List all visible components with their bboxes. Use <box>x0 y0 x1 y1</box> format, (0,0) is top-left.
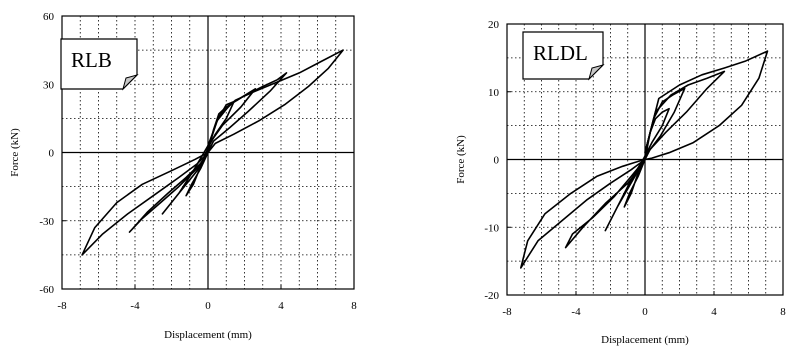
y-tick-label: 0 <box>49 148 55 160</box>
hysteresis-loop-1 <box>623 107 670 208</box>
tag-fold <box>122 74 139 91</box>
x-tick-label: 8 <box>780 306 786 318</box>
y-tick-label: 60 <box>43 11 55 23</box>
tag-label: RLB <box>71 48 112 72</box>
y-axis-label: Force (kN) <box>9 128 21 177</box>
hysteresis-loop-2 <box>161 88 257 215</box>
y-tick-label: -20 <box>484 290 499 302</box>
tag-label: RLDL <box>533 41 588 65</box>
y-tick-label: 20 <box>488 19 500 31</box>
x-tick-label: 4 <box>278 300 284 312</box>
x-tick-label: 0 <box>642 306 648 318</box>
y-tick-label: 10 <box>488 87 500 99</box>
x-tick-label: -8 <box>57 300 67 312</box>
tag-fold <box>588 64 605 81</box>
specimen-tag: RLDL <box>522 31 605 81</box>
x-tick-label: -8 <box>502 306 512 318</box>
y-tick-label: -60 <box>39 284 54 296</box>
y-tick-label: -10 <box>484 222 499 234</box>
chart-panel-rldl: -8 -4 0 4 8 20 10 0 -10 -20 Displacement (mm) Force… <box>455 19 786 346</box>
y-axis-label: Force (kN) <box>455 135 467 184</box>
hysteresis-loop-4 <box>520 50 769 269</box>
x-axis-label: Displacement (mm) <box>164 329 252 341</box>
y-tick-label: -30 <box>39 216 54 228</box>
x-tick-label: -4 <box>571 306 581 318</box>
x-tick-label: -4 <box>130 300 140 312</box>
hysteresis-loop-4 <box>81 49 344 256</box>
x-tick-label: 8 <box>351 300 357 312</box>
y-tick-label: 0 <box>494 155 500 167</box>
chart-panel-rlb: -8 -4 0 4 8 60 30 0 -30 -60 Displacement (mm) Force… <box>9 11 357 341</box>
y-tick-label: 30 <box>43 79 55 91</box>
specimen-tag: RLB <box>60 38 139 91</box>
x-tick-label: 4 <box>711 306 717 318</box>
x-tick-label: 0 <box>205 300 211 312</box>
x-axis-label: Displacement (mm) <box>601 334 689 346</box>
